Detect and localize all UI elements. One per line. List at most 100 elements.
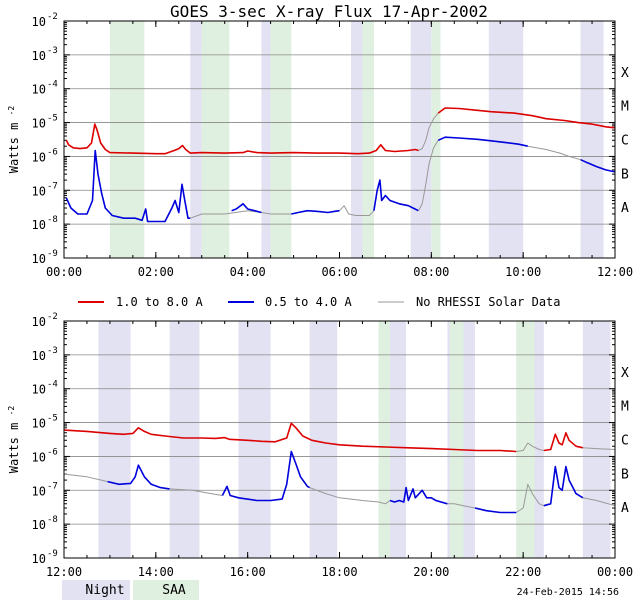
series-line-short (580, 158, 616, 173)
saa-band (449, 321, 464, 558)
flare-class-label: C (621, 134, 629, 149)
flare-class-label: M (621, 100, 629, 115)
legend-label-short-channel: 0.5 to 4.0 A (265, 295, 352, 309)
y-tick-label: 10 (32, 184, 46, 198)
x-tick-label: 00:00 (597, 565, 633, 579)
x-tick-label: 08:00 (413, 265, 449, 279)
y-tick-label-exponent: -7 (47, 181, 58, 191)
y-tick-label-exponent: -4 (47, 380, 58, 390)
y-tick-label: 10 (32, 83, 46, 97)
legend-label-no-rhessi: No RHESSI Solar Data (416, 295, 561, 309)
series-line-short (231, 203, 262, 214)
x-tick-label: 16:00 (230, 565, 266, 579)
saa-band (270, 21, 292, 258)
x-tick-label: 06:00 (321, 265, 357, 279)
series-line-short (389, 486, 448, 505)
series-line-short (107, 464, 170, 490)
y-tick-label-exponent: -8 (47, 515, 58, 525)
night-band (98, 321, 131, 558)
y-tick-label: 10 (32, 150, 46, 164)
flare-class-label: X (621, 366, 629, 381)
legend: 1.0 to 8.0 A 0.5 to 4.0 A No RHESSI Sola… (78, 295, 561, 309)
series-line-gray (527, 145, 581, 161)
flare-class-label: X (621, 66, 629, 81)
y-tick-label: 10 (32, 484, 46, 498)
series-line-gray (309, 487, 391, 505)
y-axis-label-exponent: -2 (7, 406, 16, 416)
y-tick-label: 10 (32, 49, 46, 63)
series-line-gray (516, 442, 544, 452)
night-swatch (62, 580, 130, 600)
flare-class-label: C (621, 434, 629, 449)
series-line-gray (63, 473, 108, 483)
night-band (488, 21, 524, 258)
series-line-gray (418, 140, 439, 211)
night-band (582, 321, 611, 558)
x-tick-label: 00:00 (46, 265, 82, 279)
y-tick-label-exponent: -3 (47, 346, 58, 356)
series-line-short (543, 465, 584, 507)
y-tick-label: 10 (32, 518, 46, 532)
y-tick-label-exponent: -6 (47, 147, 58, 157)
y-tick-label-exponent: -5 (47, 114, 58, 124)
y-axis-label: Watts m -2 (7, 406, 22, 474)
legend-label-long-channel: 1.0 to 8.0 A (116, 295, 203, 309)
y-tick-label: 10 (32, 218, 46, 232)
lower-panel: 10-910-810-710-610-510-410-310 -212:00 14:… (7, 312, 634, 579)
y-tick-label-exponent: -9 (47, 249, 58, 259)
series-line-short (373, 179, 419, 212)
y-axis-label-exponent: -2 (7, 106, 16, 116)
series-line-short (437, 136, 528, 147)
series-line-long (63, 422, 517, 453)
night-band (410, 21, 432, 258)
x-tick-label: 12:00 (597, 265, 633, 279)
series-line-gray (169, 488, 223, 496)
y-tick-label-exponent: -3 (47, 46, 58, 56)
shading-legend: Night SAA (62, 580, 199, 600)
y-axis-label: Watts m -2 (7, 106, 22, 174)
flare-class-label: A (621, 201, 629, 216)
series-line-gray (582, 497, 616, 507)
saa-label: SAA (162, 583, 186, 598)
series-line-short (221, 450, 311, 502)
series-line-long (65, 123, 419, 155)
night-band (580, 21, 604, 258)
series-line-short (474, 507, 517, 514)
y-tick-label-exponent: -8 (47, 215, 58, 225)
saa-band (516, 321, 535, 558)
saa-swatch (133, 580, 199, 600)
y-tick-label: 10 (32, 383, 46, 397)
x-tick-label: 10:00 (505, 265, 541, 279)
night-band (350, 21, 363, 258)
series-line-gray (261, 212, 292, 215)
flare-class-label: A (621, 501, 629, 516)
series-line-short (291, 209, 340, 215)
y-tick-label-exponent: -4 (47, 80, 58, 90)
y-tick-label: 10 (32, 417, 46, 431)
x-tick-label: 20:00 (413, 565, 449, 579)
night-band (190, 21, 202, 258)
y-tick-label-exponent: -7 (47, 481, 58, 491)
footer-timestamp: 24-Feb-2015 14:56 (517, 587, 619, 598)
y-tick-label-exponent: -6 (47, 447, 58, 457)
x-tick-label: 04:00 (230, 265, 266, 279)
y-tick-label: 10 (32, 552, 46, 566)
saa-band (109, 21, 145, 258)
series-line-gray (582, 447, 616, 450)
x-tick-label: 14:00 (138, 565, 174, 579)
series-line-gray (447, 503, 476, 509)
flare-class-label: B (621, 167, 629, 182)
saa-band (378, 321, 391, 558)
series-line-gray (190, 210, 262, 219)
y-tick-label: 10 (32, 15, 46, 29)
night-label: Night (85, 583, 124, 598)
y-tick-label: 10 (32, 450, 46, 464)
upper-panel: 10-910-810-710-610-510-410-310 -200:00 02:… (7, 12, 634, 279)
y-tick-label: 10 (32, 349, 46, 363)
saa-band (431, 21, 441, 258)
series-line-short (65, 149, 191, 223)
night-band (169, 321, 200, 558)
saa-band (201, 21, 230, 258)
x-tick-label: 02:00 (138, 265, 174, 279)
series-line-long (543, 432, 584, 452)
